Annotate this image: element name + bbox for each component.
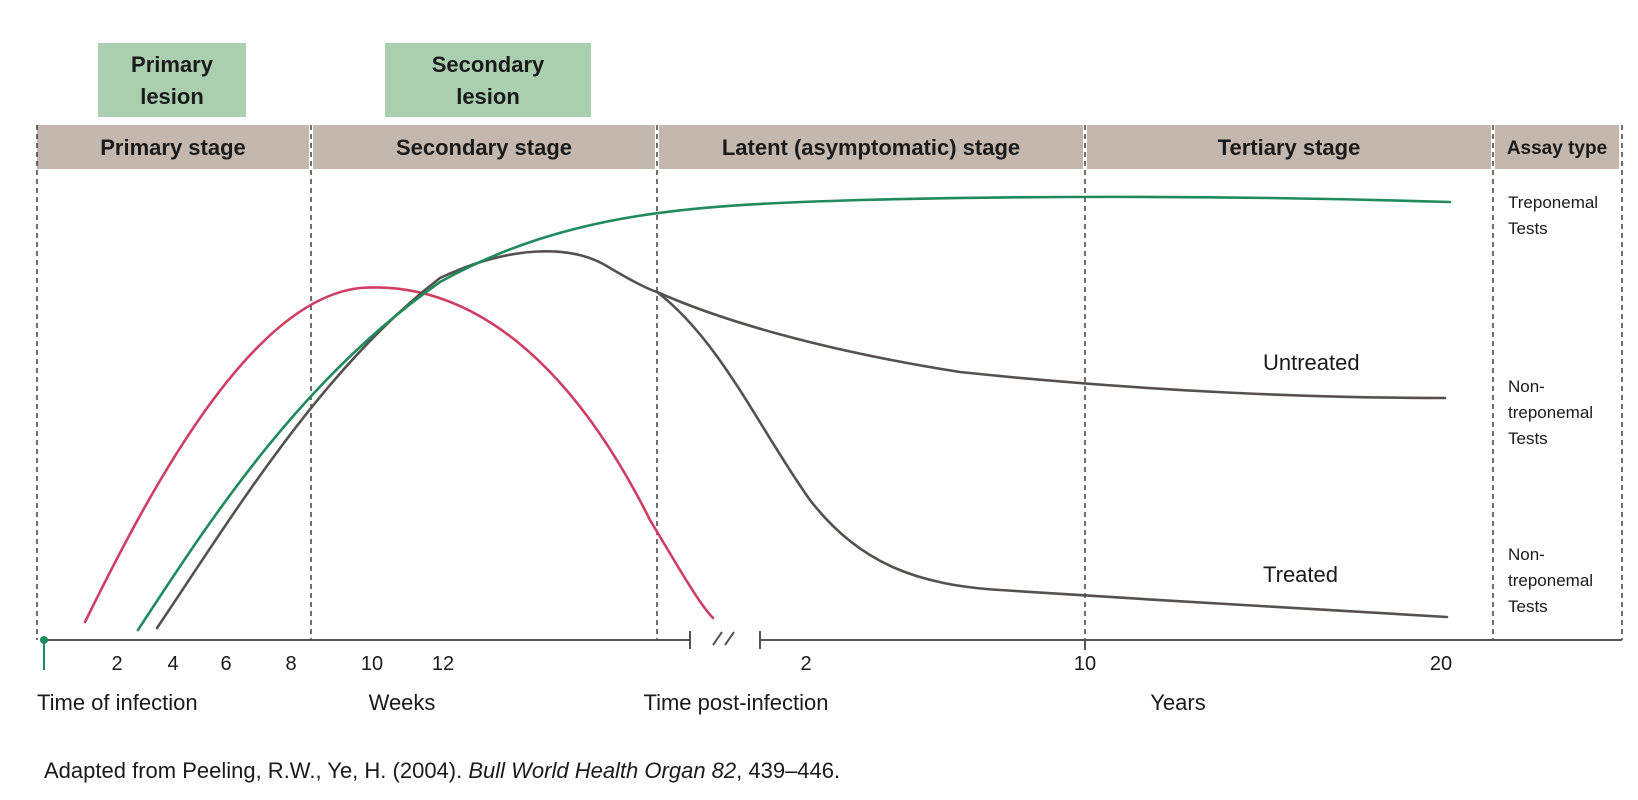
assay-label-line: Treponemal	[1508, 193, 1598, 212]
stage-dividers	[36, 125, 1623, 640]
stage-label-secondary: Secondary stage	[396, 135, 572, 160]
assay-header-cell	[1495, 125, 1619, 169]
citation-rest: , 439–446.	[736, 758, 840, 783]
lesion-box-bg	[98, 43, 246, 117]
week-tick-label: 4	[167, 653, 178, 675]
weeks-label: Weeks	[369, 690, 436, 715]
week-tick-label: 12	[432, 653, 454, 675]
lesion-curve	[83, 286, 715, 624]
stage-band-cell	[37, 125, 309, 169]
lesion-box-bg	[385, 43, 591, 117]
year-tick-labels: 2 10 20	[800, 653, 1452, 675]
stage-band-cell	[1087, 125, 1491, 169]
lesion-label-line: lesion	[456, 84, 520, 109]
lesion-label-line: Primary	[131, 52, 214, 77]
stage-band-cell	[313, 125, 655, 169]
untreated-label: Untreated	[1263, 350, 1360, 375]
infection-marker-dot	[40, 636, 48, 644]
untreated-nontreponemal-curve	[155, 250, 1447, 630]
stage-band-cell	[659, 125, 1083, 169]
stage-label-latent: Latent (asymptomatic) stage	[722, 135, 1020, 160]
lesion-box-primary: Primary lesion	[98, 43, 246, 117]
assay-label-line: Tests	[1508, 219, 1548, 238]
year-tick-label: 20	[1430, 653, 1452, 675]
lesion-box-secondary: Secondary lesion	[385, 43, 591, 117]
years-label: Years	[1150, 690, 1205, 715]
treponemal-curve	[136, 195, 1452, 632]
axis-break-slash	[712, 631, 723, 646]
week-tick-label: 6	[220, 653, 231, 675]
assay-label-line: treponemal	[1508, 571, 1593, 590]
axis-break-slash	[724, 631, 735, 646]
week-tick-labels: 2 4 6 8 10 12	[111, 653, 454, 675]
treated-label: Treated	[1263, 562, 1338, 587]
citation-plain: Adapted from Peeling, R.W., Ye, H. (2004…	[44, 758, 468, 783]
week-tick-label: 2	[111, 653, 122, 675]
assay-label-line: Tests	[1508, 429, 1548, 448]
citation-journal: Bull World Health Organ 82	[468, 758, 736, 783]
time-axis	[40, 631, 1622, 670]
year-tick-label: 2	[800, 653, 811, 675]
assay-label-line: Non-	[1508, 545, 1545, 564]
assay-label-line: Tests	[1508, 597, 1548, 616]
assay-label-line: treponemal	[1508, 403, 1593, 422]
curves	[83, 195, 1452, 632]
stage-band: Primary stage Secondary stage Latent (as…	[37, 125, 1619, 169]
assay-type-header: Assay type	[1507, 138, 1607, 159]
week-tick-label: 8	[285, 653, 296, 675]
lesion-label-line: lesion	[140, 84, 204, 109]
stage-label-primary: Primary stage	[100, 135, 246, 160]
assay-labels: Treponemal Tests Non- treponemal Tests N…	[1508, 193, 1598, 616]
citation: Adapted from Peeling, R.W., Ye, H. (2004…	[44, 758, 840, 783]
stage-label-tertiary: Tertiary stage	[1218, 135, 1361, 160]
lesion-label-line: Secondary	[432, 52, 545, 77]
assay-label-line: Non-	[1508, 377, 1545, 396]
time-of-infection-label: Time of infection	[37, 690, 198, 715]
treated-nontreponemal-curve	[655, 290, 1449, 619]
week-tick-label: 10	[361, 653, 383, 675]
year-tick-label: 10	[1074, 653, 1096, 675]
time-post-infection-label: Time post-infection	[643, 690, 828, 715]
